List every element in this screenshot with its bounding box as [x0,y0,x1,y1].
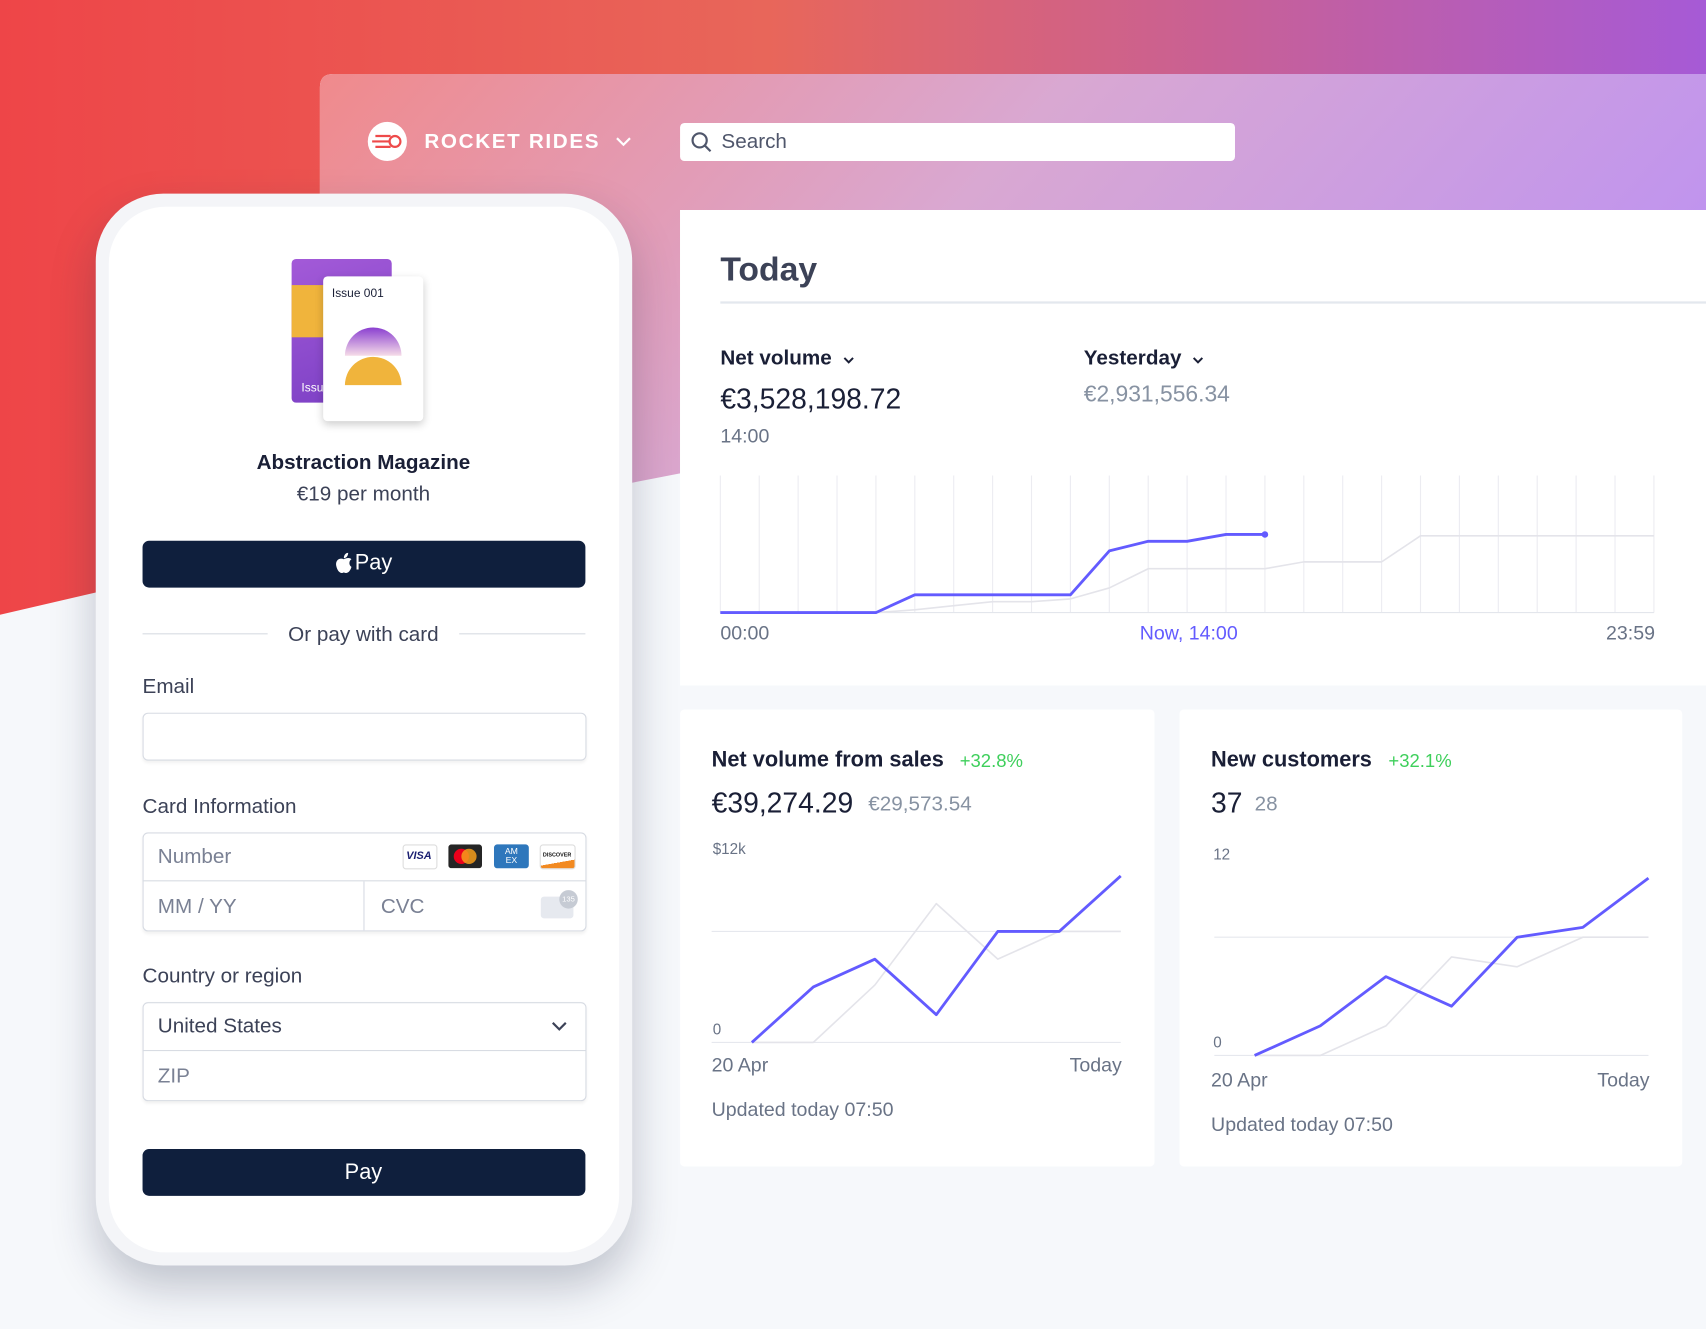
card-value: 37 [1211,786,1243,819]
amex-label: AM EX [504,846,518,866]
divider-line [459,633,586,635]
discover-icon [539,844,576,870]
divider-line [142,633,268,635]
country-select[interactable]: United States [157,1015,282,1039]
card-previous: 28 [1254,793,1278,817]
metric-label[interactable]: Net volume [720,347,832,370]
product-card-label: Issue 001 [331,287,384,301]
card-value: €39,274.29 [711,786,854,819]
decoration [291,285,325,338]
apple-icon [336,552,352,574]
email-label: Email [142,675,195,699]
product-back-label: Issu [301,381,324,395]
card-change: +32.8% [959,750,1023,772]
metric-time: 14:00 [720,424,770,447]
expiry-input[interactable]: MM / YY [157,895,237,919]
cvc-badge-text: 135 [562,895,575,904]
country-label: Country or region [142,965,303,988]
mastercard-icon [448,844,483,869]
pay-button[interactable] [142,1149,586,1196]
y-tick-label: 0 [713,1021,721,1038]
divider-text: Or pay with card [288,623,439,647]
product-name: Abstraction Magazine [256,451,471,475]
y-tick-label: 0 [1213,1035,1221,1052]
metric-value: €3,528,198.72 [720,382,902,416]
x-tick-label: 00:00 [720,623,769,645]
card-label: Card Information [142,795,297,819]
price: €19 per month [296,483,431,506]
data-line [1253,876,1650,1057]
compare-label[interactable]: Yesterday [1083,347,1182,370]
y-tick-label: 12 [1213,847,1230,864]
dashboard-title: Today [720,250,818,289]
card-previous: €29,573.54 [868,793,972,817]
apple-pay-button[interactable] [142,540,586,588]
data-line [720,533,1265,615]
y-tick-label: $12k [713,841,746,858]
separator [142,880,587,882]
apple-pay-label: Pay [354,551,393,576]
x-tick-label: Today [1597,1070,1649,1092]
data-line [1254,936,1649,1057]
search-input[interactable]: Search [721,130,787,154]
compare-value: €2,931,556.34 [1083,381,1230,407]
data-line [750,874,1122,1044]
cvc-badge [559,890,578,909]
cvc-input[interactable]: CVC [380,895,425,919]
x-tick-label: 20 Apr [1211,1070,1268,1092]
separator [142,1050,587,1052]
address-input-group [142,1002,587,1102]
brand[interactable]: ROCKET RIDES [424,130,601,154]
card-updated: Updated today 07:50 [1211,1113,1393,1136]
chevron [551,1022,567,1031]
card-title: New customers [1211,748,1372,773]
x-tick-label: Now, 14:00 [1140,623,1238,645]
amex-icon [493,844,529,869]
discover-label: DISCOVER [542,851,572,859]
card-number-input[interactable]: Number [157,845,232,869]
zip-input[interactable]: ZIP [157,1065,190,1089]
separator [363,881,365,931]
x-tick-label: 23:59 [1606,623,1655,645]
product-art [344,327,402,386]
x-tick-label: 20 Apr [712,1055,769,1077]
card-change: +32.1% [1388,750,1452,772]
endpoint [1261,531,1269,538]
card-updated: Updated today 07:50 [711,1098,894,1121]
visa-label: VISA [406,850,432,863]
card-title: Net volume from sales [711,748,944,773]
visa-icon [402,844,438,870]
pay-button-label: Pay [344,1160,383,1185]
email-input[interactable] [142,712,587,761]
x-tick-label: Today [1070,1055,1122,1077]
